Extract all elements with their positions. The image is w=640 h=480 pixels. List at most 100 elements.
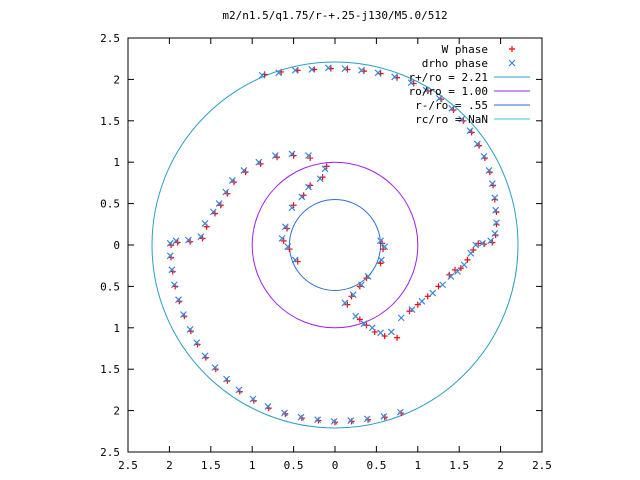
legend-label: W phase xyxy=(442,43,488,56)
y-tick-label: 2 xyxy=(113,405,120,418)
drho-phase-point xyxy=(193,339,201,347)
drho-phase-point xyxy=(473,140,481,148)
x-tick-label: 1 xyxy=(414,459,421,472)
drho-phase-point xyxy=(478,239,486,247)
drho-phase-point xyxy=(467,249,475,257)
drho-phase-point xyxy=(291,66,299,74)
plot-frame xyxy=(127,37,543,453)
drho-phase-point xyxy=(397,314,405,322)
x-tick-label: 2.5 xyxy=(118,459,138,472)
w-phase-point xyxy=(381,333,388,340)
x-tick-label: 0 xyxy=(332,459,339,472)
drho-phase-point xyxy=(377,329,384,337)
legend-label: drho phase xyxy=(422,57,488,70)
drho-phase-point xyxy=(429,289,437,297)
x-tick-label: 0.5 xyxy=(366,459,386,472)
w-phase-point xyxy=(356,316,363,323)
x-tick-label: 2 xyxy=(497,459,504,472)
w-phase-point xyxy=(424,293,431,300)
drho-phase-point xyxy=(487,237,495,245)
drho-phase-point xyxy=(222,188,230,196)
drho-phase-point xyxy=(341,65,349,73)
drho-phase-point xyxy=(201,220,209,227)
drho-phase-point xyxy=(284,243,292,251)
drho-phase-point xyxy=(448,104,456,112)
drho-phase-point xyxy=(491,194,499,202)
drho-phase-point xyxy=(380,412,388,420)
y-tick-label: 1.5 xyxy=(100,363,120,376)
x-tick-label: 2.5 xyxy=(532,459,552,472)
drho-phase-point xyxy=(197,233,205,241)
x-tick-label: 1.5 xyxy=(449,459,469,472)
w-phase-point xyxy=(457,265,464,272)
legend-label: r-/ro = .55 xyxy=(415,99,488,112)
drho-phase-point xyxy=(223,375,230,383)
drho-phase-point xyxy=(358,66,365,74)
drho-phase-point xyxy=(209,208,217,216)
drho-phase-point xyxy=(288,204,296,212)
drho-phase-point xyxy=(472,241,480,249)
drho-phase-point xyxy=(316,175,324,183)
drho-phase-point xyxy=(435,95,443,102)
drho-phase-point xyxy=(166,239,174,247)
drho-phase-point xyxy=(408,306,416,314)
drho-phase-point xyxy=(364,273,372,280)
drho-phase-point xyxy=(201,352,209,360)
drho-phase-point xyxy=(321,165,329,173)
drho-phase-point xyxy=(180,311,187,318)
y-tick-label: 2.5 xyxy=(100,446,120,459)
drho-phase-point xyxy=(255,158,263,166)
drho-phase-point xyxy=(466,127,474,135)
drho-phase-point xyxy=(492,206,500,214)
drho-phase-point xyxy=(396,408,404,416)
drho-phase-point xyxy=(235,386,243,394)
drho-phase-point xyxy=(297,413,305,421)
chart-title: m2/n1.5/q1.75/r-+.25-j130/M5.0/512 xyxy=(222,9,447,22)
data-points xyxy=(166,64,500,426)
drho-phase-point xyxy=(291,256,299,264)
y-tick-label: 0 xyxy=(113,239,120,252)
drho-phase-point xyxy=(374,69,382,77)
drho-phase-point xyxy=(275,69,283,77)
drho-phase-point xyxy=(314,416,322,424)
y-tick-label: 2 xyxy=(113,73,120,86)
drho-phase-point xyxy=(363,415,371,423)
drho-phase-point xyxy=(447,273,455,280)
circle-ro-curve xyxy=(251,161,419,329)
drho-phase-point xyxy=(298,193,306,201)
drho-phase-point xyxy=(485,167,493,174)
y-tick-label: 2.5 xyxy=(100,32,120,45)
drho-phase-point xyxy=(480,152,488,160)
drho-phase-point xyxy=(407,79,415,87)
drho-phase-point xyxy=(422,86,430,94)
drho-phase-point xyxy=(368,324,376,332)
drho-phase-point xyxy=(387,328,395,336)
legend-label: rc/ro = NaN xyxy=(415,113,488,126)
drho-phase-point xyxy=(186,326,194,333)
w-phase-point xyxy=(394,334,401,341)
drho-phase-point xyxy=(215,200,223,208)
x-tick-label: 1 xyxy=(249,459,256,472)
drho-phase-point xyxy=(377,237,384,245)
drho-phase-point xyxy=(349,291,357,299)
drho-phase-point xyxy=(418,297,426,305)
drho-phase-point xyxy=(264,403,272,410)
drho-phase-point xyxy=(305,152,312,160)
y-tick-label: 1 xyxy=(113,156,120,169)
drho-phase-point xyxy=(439,281,447,289)
drho-phase-point xyxy=(308,66,316,73)
drho-phase-point xyxy=(391,73,399,81)
circle-r-curve xyxy=(151,61,519,429)
drho-phase-point xyxy=(360,320,368,328)
drho-phase-point xyxy=(240,167,248,174)
drho-phase-point xyxy=(288,150,296,158)
drho-phase-point xyxy=(258,71,266,79)
drho-phase-point xyxy=(185,236,192,244)
drho-phase-point xyxy=(249,395,257,403)
drho-phase-point xyxy=(271,152,279,160)
legend-label: r+/ro = 2.21 xyxy=(409,71,488,84)
y-tick-label: 0.5 xyxy=(100,280,120,293)
drho-phase-point xyxy=(168,266,176,274)
drho-phase-point xyxy=(211,364,219,371)
